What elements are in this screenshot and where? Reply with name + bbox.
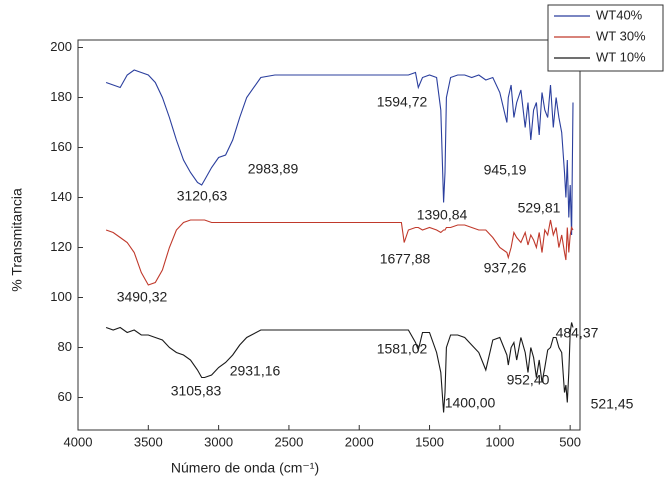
y-tick-label: 60 bbox=[58, 389, 72, 404]
y-tick-label: 200 bbox=[50, 39, 72, 54]
peak-annotation: 937,26 bbox=[484, 260, 527, 276]
x-tick-label: 4000 bbox=[64, 434, 93, 449]
series-line bbox=[105, 69, 574, 236]
y-tick-label: 120 bbox=[50, 239, 72, 254]
series-line bbox=[105, 322, 574, 413]
peak-annotation: 2931,16 bbox=[230, 363, 281, 379]
x-tick-label: 3000 bbox=[204, 434, 233, 449]
y-tick-label: 140 bbox=[50, 189, 72, 204]
peak-annotation: 1581,02 bbox=[377, 341, 428, 357]
y-tick-label: 80 bbox=[58, 339, 72, 354]
peak-annotation: 484,37 bbox=[556, 325, 599, 341]
peak-annotation: 2983,89 bbox=[248, 161, 299, 177]
x-tick-label: 2000 bbox=[345, 434, 374, 449]
peak-annotation: 1400,00 bbox=[445, 395, 496, 411]
series-line bbox=[105, 219, 574, 286]
x-tick-label: 2500 bbox=[274, 434, 303, 449]
legend-label: WT40% bbox=[596, 7, 643, 22]
y-axis-label: % Transmitancia bbox=[9, 188, 25, 292]
y-tick-label: 100 bbox=[50, 289, 72, 304]
legend-label: WT 30% bbox=[596, 28, 646, 43]
peak-annotation: 952,40 bbox=[507, 372, 550, 388]
peak-annotation: 3105,83 bbox=[171, 383, 222, 399]
x-tick-label: 1000 bbox=[485, 434, 514, 449]
x-axis-label: Número de onda (cm⁻¹) bbox=[171, 460, 319, 476]
peak-annotation: 1677,88 bbox=[380, 251, 431, 267]
peak-annotation: 1390,84 bbox=[417, 207, 468, 223]
y-tick-label: 180 bbox=[50, 89, 72, 104]
peak-annotation: 1594,72 bbox=[377, 94, 428, 110]
y-tick-label: 160 bbox=[50, 139, 72, 154]
peak-annotation: 3120,63 bbox=[177, 188, 228, 204]
peak-annotation: 521,45 bbox=[591, 396, 634, 412]
x-tick-label: 3500 bbox=[134, 434, 163, 449]
legend-label: WT 10% bbox=[596, 49, 646, 64]
peak-annotation: 945,19 bbox=[484, 162, 527, 178]
peak-annotation: 529,81 bbox=[518, 200, 561, 216]
legend-box bbox=[547, 4, 664, 72]
x-tick-label: 500 bbox=[559, 434, 581, 449]
x-tick-label: 1500 bbox=[415, 434, 444, 449]
peak-annotation: 3490,32 bbox=[117, 289, 168, 305]
plot-frame bbox=[77, 39, 581, 431]
